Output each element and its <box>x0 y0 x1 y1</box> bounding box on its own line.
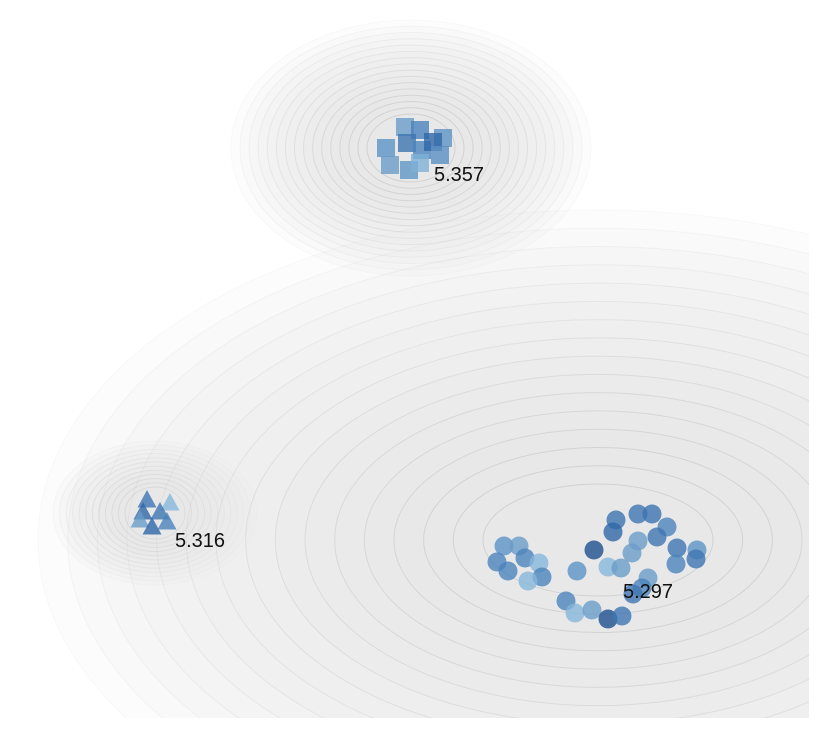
data-point-circle <box>623 584 643 604</box>
data-point-square <box>381 156 399 174</box>
data-point-circle <box>582 600 602 620</box>
data-point-circle <box>584 540 604 560</box>
data-point-circle <box>647 527 667 547</box>
contour-ring <box>37 209 809 718</box>
data-point-circle <box>622 543 642 563</box>
data-point-circle <box>494 536 514 556</box>
data-point-circle <box>565 603 585 623</box>
data-point-triangle <box>150 502 170 520</box>
data-point-circle <box>567 561 587 581</box>
data-point-circle <box>498 561 518 581</box>
data-point-square <box>398 134 416 152</box>
data-point-circle <box>642 504 662 524</box>
contour-ring <box>185 300 809 718</box>
contour-ring <box>334 392 809 688</box>
data-point-square <box>396 118 414 136</box>
data-point-triangle <box>142 517 162 535</box>
contour-ring <box>304 373 809 707</box>
cluster-value-label: 5.297 <box>623 581 673 603</box>
data-point-triangle <box>157 512 177 530</box>
data-point-circle <box>666 554 686 574</box>
data-point-circle <box>603 522 623 542</box>
data-point-circle <box>612 606 632 626</box>
cluster-labels: 5.357 5.316 5.297 <box>175 164 673 603</box>
contour-ring <box>156 282 809 718</box>
contour-ring <box>363 410 809 670</box>
data-point-circle <box>611 558 631 578</box>
data-point-circle <box>686 549 706 569</box>
contour-ring <box>274 355 809 718</box>
contour-ring <box>245 337 809 718</box>
data-point-triangle <box>137 490 157 508</box>
data-point-triangle <box>160 493 180 511</box>
data-point-circle <box>667 538 687 558</box>
cluster-value-label: 5.357 <box>434 164 484 186</box>
cluster-value-label: 5.316 <box>175 530 225 552</box>
data-points <box>130 118 707 629</box>
data-point-circle <box>628 504 648 524</box>
data-point-square <box>377 139 395 157</box>
data-point-square <box>411 154 429 172</box>
contour-ring <box>126 264 809 718</box>
contour-ring <box>393 428 803 652</box>
contour-ring <box>215 319 809 718</box>
contour-ring <box>423 446 773 634</box>
data-point-square <box>431 146 449 164</box>
data-point-circle <box>518 571 538 591</box>
data-point-triangle <box>130 510 150 528</box>
